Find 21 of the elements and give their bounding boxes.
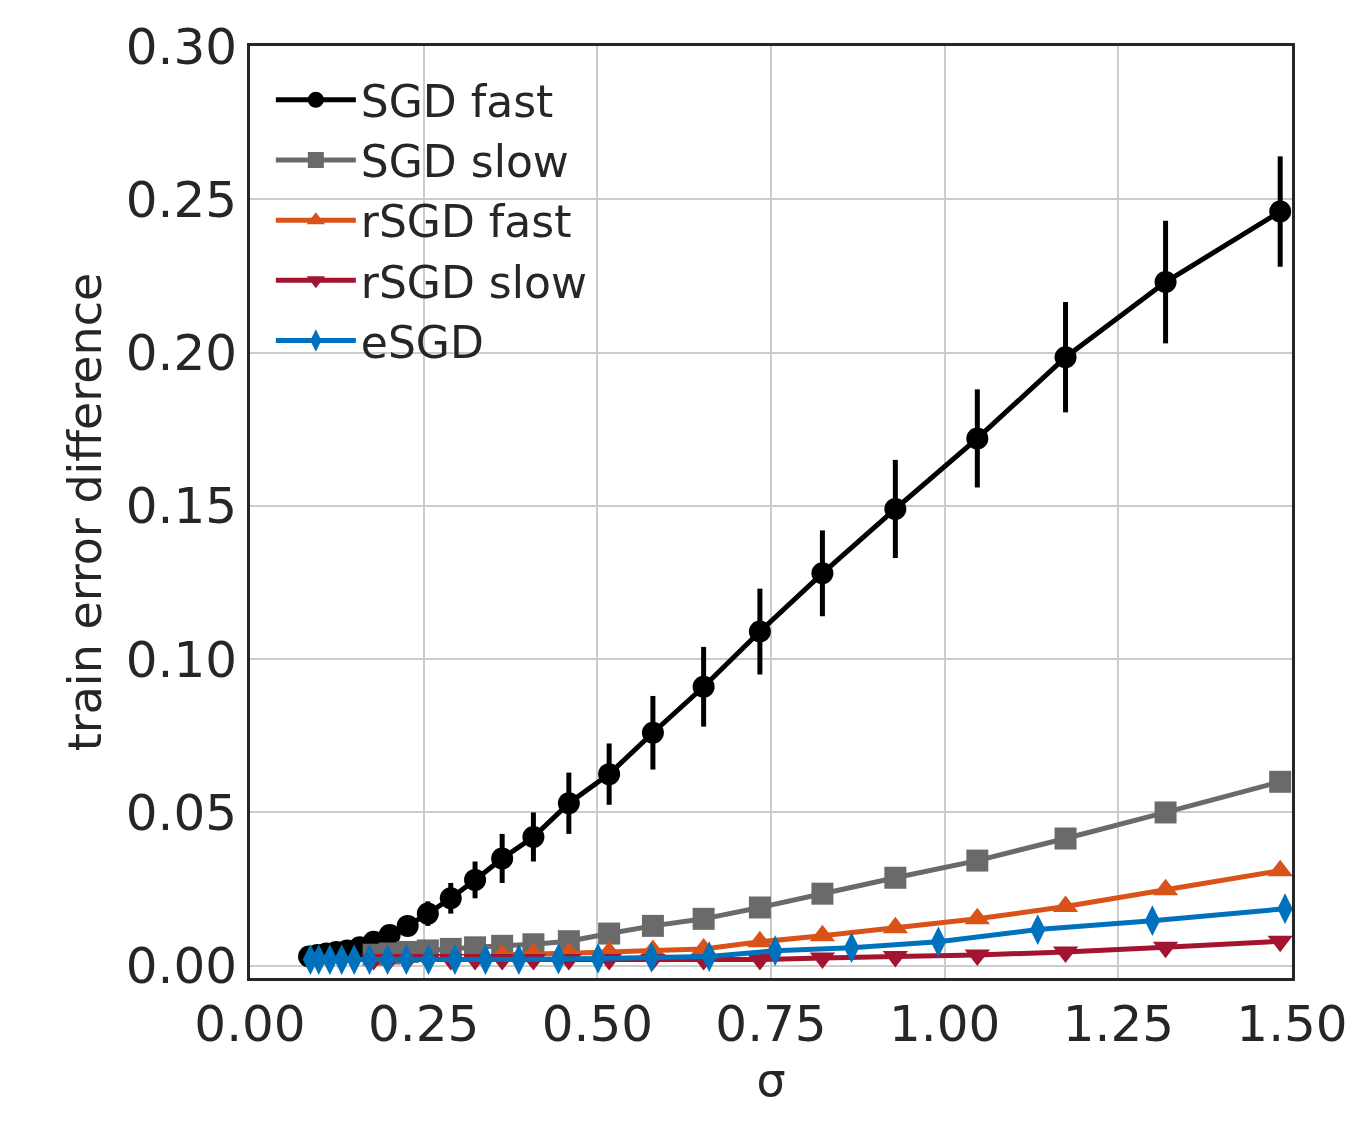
y-tick-label: 0.10 — [125, 630, 237, 689]
legend-label: SGD slow — [360, 136, 569, 188]
legend-label: SGD fast — [360, 75, 554, 127]
y-tick-label: 0.05 — [125, 783, 237, 842]
x-axis-title: σ — [756, 1053, 786, 1107]
legend-label: rSGD slow — [360, 256, 587, 308]
y-axis-title: train error difference — [58, 272, 113, 752]
x-tick-label: 1.25 — [1062, 995, 1174, 1053]
y-tick-label: 0.15 — [125, 477, 237, 536]
x-tick-label: 0.00 — [194, 995, 306, 1053]
x-tick-label: 0.75 — [715, 995, 827, 1053]
x-tick-label: 0.50 — [541, 995, 653, 1053]
legend-label: rSGD fast — [360, 196, 572, 248]
y-tick-label: 0.00 — [125, 937, 237, 996]
x-tick-label: 1.50 — [1236, 995, 1348, 1053]
x-tick-label: 0.25 — [368, 995, 480, 1053]
y-tick-label: 0.30 — [125, 17, 237, 76]
y-tick-label: 0.20 — [125, 324, 237, 383]
x-tick-label: 1.00 — [889, 995, 1001, 1053]
legend-label: eSGD — [360, 316, 484, 368]
y-tick-label: 0.25 — [125, 170, 237, 229]
